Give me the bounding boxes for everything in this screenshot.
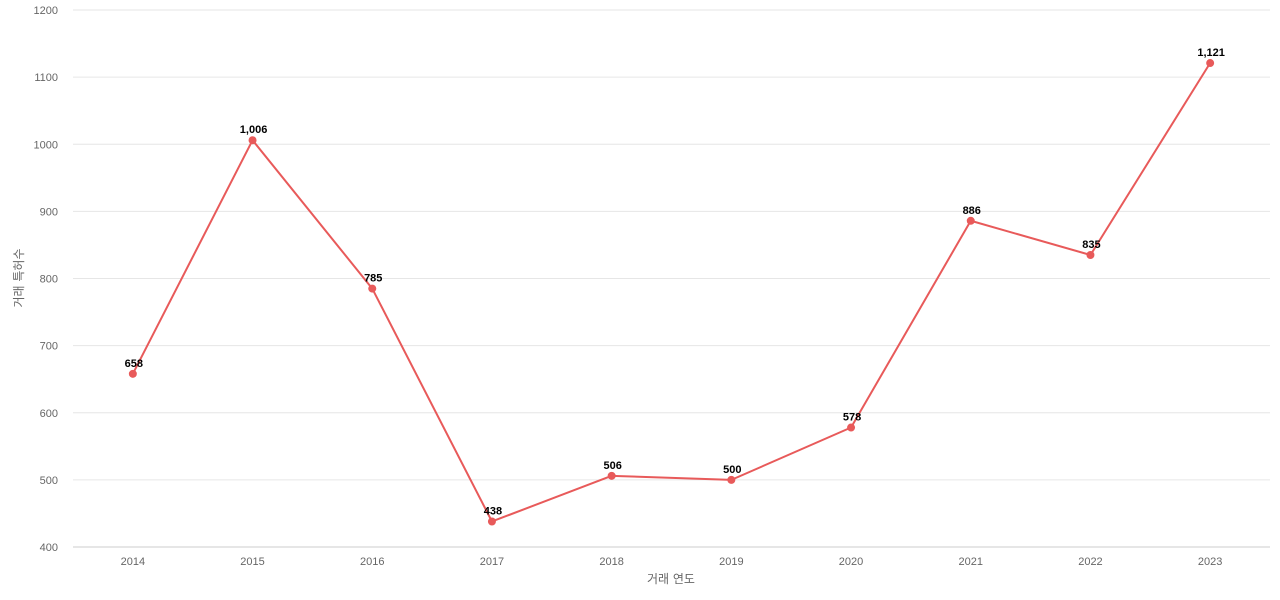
y-tick-label: 400 bbox=[40, 542, 58, 554]
data-point[interactable] bbox=[1206, 59, 1215, 68]
grid-layer bbox=[73, 9, 1270, 481]
data-label: 658 bbox=[125, 358, 143, 370]
x-tick-label: 2016 bbox=[360, 556, 384, 568]
x-tick-label: 2020 bbox=[839, 556, 863, 568]
data-label: 785 bbox=[364, 273, 382, 285]
data-label: 1,121 bbox=[1197, 47, 1225, 59]
y-tick-label: 500 bbox=[40, 475, 58, 487]
data-point[interactable] bbox=[727, 475, 736, 484]
series-layer bbox=[128, 59, 1215, 526]
data-point[interactable] bbox=[368, 284, 377, 293]
y-tick-label: 1200 bbox=[34, 5, 58, 17]
y-tick-label: 1100 bbox=[34, 72, 58, 84]
axis-layer: 400 500 600 700 800 900 1000 1100 1200 2014 2015 20… bbox=[34, 5, 1270, 568]
y-axis-title: 거래 특허수 bbox=[12, 248, 26, 307]
y-tick-label: 600 bbox=[40, 408, 58, 420]
x-tick-label: 2017 bbox=[480, 556, 504, 568]
y-tick-label: 900 bbox=[40, 206, 58, 218]
x-tick-label: 2022 bbox=[1078, 556, 1102, 568]
data-point[interactable] bbox=[847, 423, 856, 432]
x-tick-label: 2019 bbox=[719, 556, 743, 568]
data-label: 500 bbox=[723, 464, 741, 476]
y-tick-label: 800 bbox=[40, 274, 58, 286]
x-tick-label: 2023 bbox=[1198, 556, 1222, 568]
data-point[interactable] bbox=[487, 517, 496, 526]
series-line bbox=[131, 62, 1212, 523]
x-tick-label: 2015 bbox=[240, 556, 264, 568]
x-tick-label: 2018 bbox=[599, 556, 623, 568]
data-point[interactable] bbox=[966, 216, 975, 225]
x-tick-label: 2014 bbox=[121, 556, 145, 568]
y-tick-label: 700 bbox=[40, 341, 58, 353]
label-layer: 658 1,006 785 438 506 500 578 886 835 1,121 bbox=[125, 47, 1225, 517]
data-label: 886 bbox=[963, 205, 981, 217]
data-label: 578 bbox=[843, 412, 861, 424]
data-point[interactable] bbox=[128, 369, 137, 378]
data-point[interactable] bbox=[607, 471, 616, 480]
data-label: 506 bbox=[603, 460, 621, 472]
data-label: 438 bbox=[484, 505, 502, 517]
x-axis-title: 거래 연도 bbox=[647, 572, 695, 586]
data-label: 1,006 bbox=[240, 124, 268, 136]
x-tick-label: 2021 bbox=[959, 556, 983, 568]
y-tick-label: 1000 bbox=[34, 139, 58, 151]
data-label: 835 bbox=[1082, 239, 1100, 251]
data-point[interactable] bbox=[248, 136, 257, 145]
data-point[interactable] bbox=[1086, 251, 1095, 260]
